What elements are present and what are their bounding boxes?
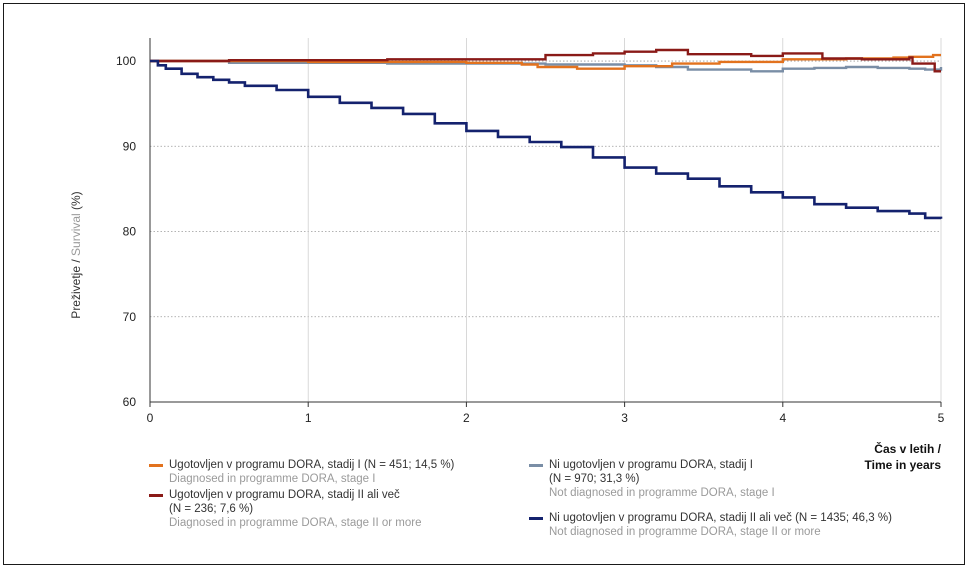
figure-frame (3, 3, 965, 565)
y-tick-label-90: 90 (123, 139, 137, 153)
series-dora-stage2 (150, 48, 941, 73)
legend-label-dora-stage1: Ugotovljen v programu DORA, stadij I (N … (169, 459, 455, 485)
y-axis-title: Preživetje / Survival (%) (69, 191, 83, 318)
x-tick-label-5: 5 (938, 411, 945, 425)
series-nondora-stage1 (150, 59, 943, 73)
x-tick-label-1: 1 (305, 411, 312, 425)
legend-label-dora-stage2: Ugotovljen v programu DORA, stadij II al… (169, 489, 422, 529)
series-nondora-stage2 (150, 59, 943, 220)
axes: 60 70 80 90 100 0 1 2 3 4 5 (116, 38, 945, 425)
y-tick-label-60: 60 (123, 395, 137, 409)
legend-swatch-nondora-stage2 (529, 517, 543, 520)
x-tick-label-4: 4 (779, 411, 786, 425)
legend-label-nondora-stage2: Ni ugotovljen v programu DORA, stadij II… (549, 512, 892, 538)
legend-swatch-dora-stage2 (149, 494, 163, 497)
y-tick-label-100: 100 (116, 54, 136, 68)
series-lines (150, 48, 943, 220)
legend-swatch-dora-stage1 (149, 464, 163, 467)
x-tick-label-0: 0 (147, 411, 154, 425)
grid (150, 38, 942, 402)
x-axis-title-line2: Time in years (865, 458, 942, 472)
x-tick-label-2: 2 (463, 411, 470, 425)
x-tick-label-3: 3 (621, 411, 628, 425)
x-axis-title-line1: Čas v letih / (874, 441, 941, 456)
series-dora-stage1 (150, 53, 941, 70)
legend-swatch-nondora-stage1 (529, 464, 543, 467)
y-tick-label-80: 80 (123, 225, 137, 239)
legend-label-nondora-stage1: Ni ugotovljen v programu DORA, stadij I … (549, 459, 775, 499)
y-tick-label-70: 70 (123, 310, 137, 324)
